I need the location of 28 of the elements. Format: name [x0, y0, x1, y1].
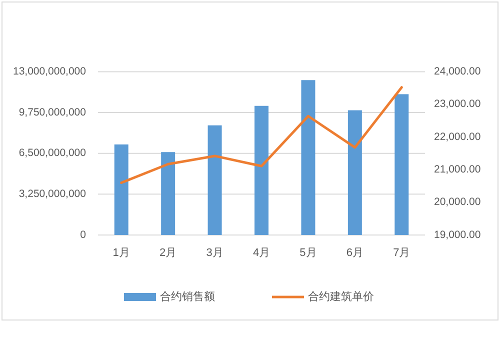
x-tick-label: 6月 — [346, 246, 364, 259]
bar — [161, 152, 176, 235]
y2-tick-label: 23,000.00 — [434, 98, 481, 110]
line-series — [120, 86, 403, 184]
legend-label: 合约销售额 — [160, 290, 215, 303]
y2-tick-label: 20,000.00 — [434, 196, 481, 208]
x-tick-label: 5月 — [300, 246, 317, 259]
bar — [208, 125, 222, 235]
x-tick-label: 1月 — [112, 246, 130, 259]
y2-tick-label: 24,000.00 — [434, 65, 481, 78]
y2-tick-label: 21,000.00 — [434, 163, 481, 176]
bar — [394, 94, 409, 235]
y-tick-label: 3,250,000,000 — [18, 188, 86, 200]
x-tick-label: 2月 — [160, 246, 177, 259]
x-tick-label: 3月 — [206, 246, 224, 259]
y-tick-label: 0 — [80, 228, 86, 241]
y-tick-label: 6,500,000,000 — [18, 147, 86, 160]
y-tick-label: 9,750,000,000 — [18, 106, 86, 118]
x-tick-label: 4月 — [252, 246, 270, 259]
bar — [114, 144, 128, 235]
bar — [348, 110, 362, 235]
x-tick-label: 7月 — [393, 246, 410, 259]
y2-tick-label: 19,000.00 — [434, 228, 481, 241]
y-tick-label: 13,000,000,000 — [13, 65, 86, 78]
bar — [301, 80, 316, 235]
y2-tick-label: 22,000.00 — [434, 130, 481, 143]
legend-label: 合约建筑单价 — [308, 290, 374, 303]
bar — [254, 106, 268, 235]
